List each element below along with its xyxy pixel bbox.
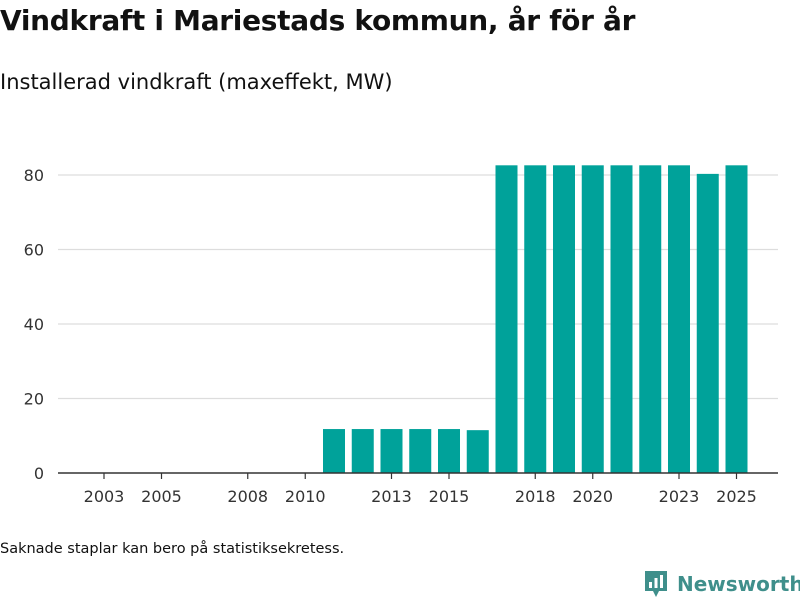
bar-2021[interactable] <box>610 165 633 473</box>
bar-2012[interactable] <box>351 429 374 473</box>
x-tick-label: 2013 <box>371 487 412 506</box>
x-tick-label: 2010 <box>285 487 326 506</box>
x-tick-label: 2025 <box>716 487 757 506</box>
bar-2023[interactable] <box>668 165 690 473</box>
footnote: Saknade staplar kan bero på statistiksek… <box>0 541 345 557</box>
y-tick-label: 80 <box>24 166 44 185</box>
x-tick-label: 2003 <box>84 487 125 506</box>
bar-2017[interactable] <box>495 165 518 473</box>
chart-subtitle: Installerad vindkraft (maxeffekt, MW) <box>0 70 393 94</box>
x-tick-label: 2015 <box>429 487 470 506</box>
x-tick-label: 2023 <box>659 487 700 506</box>
bar-2019[interactable] <box>553 165 575 473</box>
x-tick-label: 2018 <box>515 487 556 506</box>
bar-2016[interactable] <box>466 430 489 473</box>
x-tick-label: 2020 <box>572 487 613 506</box>
bar-2022[interactable] <box>639 165 662 473</box>
newsworthy-logo-icon <box>645 571 667 597</box>
bar-2011[interactable] <box>323 429 345 473</box>
x-tick-label: 2008 <box>227 487 268 506</box>
y-tick-label: 60 <box>24 241 44 260</box>
bar-2024[interactable] <box>696 173 719 473</box>
bar-2015[interactable] <box>438 429 460 473</box>
y-tick-label: 40 <box>24 315 44 334</box>
x-tick-label: 2005 <box>141 487 182 506</box>
bar-2014[interactable] <box>409 429 432 473</box>
y-tick-label: 20 <box>24 390 44 409</box>
chart-title: Vindkraft i Mariestads kommun, år för år <box>0 4 636 37</box>
brand-name: Newsworthy <box>677 572 800 596</box>
bar-2018[interactable] <box>524 165 547 473</box>
bar-2025[interactable] <box>725 165 748 473</box>
brand-logo[interactable]: Newsworthy <box>643 569 800 599</box>
bar-2013[interactable] <box>380 429 403 473</box>
y-tick-label: 0 <box>34 464 44 483</box>
axes: 0 20 40 60 80 2003 2005 2008 2010 2013 2015 2018 202… <box>24 166 778 506</box>
bars <box>323 165 748 473</box>
bar-2020[interactable] <box>581 165 604 473</box>
